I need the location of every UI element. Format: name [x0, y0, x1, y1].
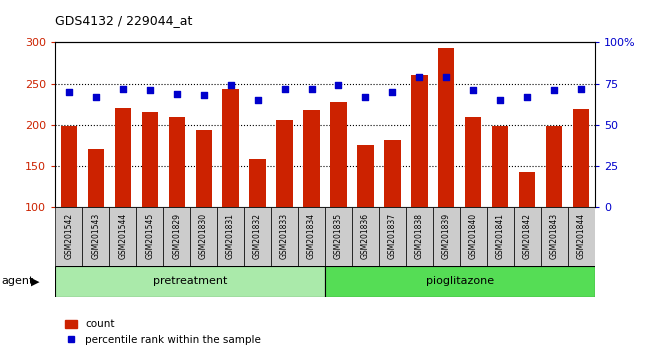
Text: GSM201841: GSM201841	[496, 213, 505, 259]
Bar	[88, 149, 104, 207]
Bar	[304, 110, 320, 207]
Text: GSM201829: GSM201829	[172, 213, 181, 259]
Point	[333, 82, 344, 88]
Legend: count, percentile rank within the sample: count, percentile rank within the sample	[60, 315, 265, 349]
Bar	[406, 207, 433, 266]
Bar	[196, 130, 212, 207]
Bar	[541, 207, 568, 266]
Bar	[384, 139, 400, 207]
Text: GDS4132 / 229044_at: GDS4132 / 229044_at	[55, 14, 192, 27]
Bar	[487, 207, 514, 266]
Bar	[546, 126, 562, 207]
Point	[495, 97, 506, 103]
Bar	[60, 126, 77, 207]
Bar	[411, 75, 428, 207]
Bar	[82, 207, 109, 266]
Bar	[438, 48, 454, 207]
Text: GSM201837: GSM201837	[388, 213, 397, 259]
Bar	[573, 109, 590, 207]
Point	[441, 74, 452, 80]
Bar	[352, 207, 379, 266]
Point	[198, 92, 209, 98]
Bar	[109, 207, 136, 266]
Text: ▶: ▶	[31, 276, 40, 286]
Point	[360, 94, 370, 99]
Point	[144, 87, 155, 93]
Bar	[276, 120, 292, 207]
Text: agent: agent	[1, 276, 34, 286]
Bar	[519, 172, 536, 207]
Point	[118, 86, 128, 91]
Bar	[190, 207, 217, 266]
Text: GSM201844: GSM201844	[577, 213, 586, 259]
Point	[387, 89, 398, 95]
Point	[252, 97, 263, 103]
Text: pioglitazone: pioglitazone	[426, 276, 494, 286]
Bar	[271, 207, 298, 266]
Bar	[465, 116, 482, 207]
Text: GSM201843: GSM201843	[550, 213, 559, 259]
Point	[90, 94, 101, 99]
Text: GSM201830: GSM201830	[199, 213, 208, 259]
Point	[468, 87, 478, 93]
Text: GSM201839: GSM201839	[442, 213, 451, 259]
Point	[64, 89, 74, 95]
Text: GSM201842: GSM201842	[523, 213, 532, 259]
Text: GSM201833: GSM201833	[280, 213, 289, 259]
Bar	[142, 113, 158, 207]
Bar	[250, 159, 266, 207]
Bar	[244, 207, 271, 266]
Text: GSM201834: GSM201834	[307, 213, 316, 259]
Text: GSM201832: GSM201832	[253, 213, 262, 259]
Bar	[217, 207, 244, 266]
Bar	[460, 207, 487, 266]
Text: GSM201542: GSM201542	[64, 213, 73, 259]
Text: GSM201545: GSM201545	[145, 213, 154, 259]
Bar	[55, 207, 83, 266]
Bar	[298, 207, 325, 266]
Bar	[55, 266, 325, 297]
Point	[522, 94, 532, 99]
Point	[414, 74, 424, 80]
Bar	[358, 145, 374, 207]
Text: pretreatment: pretreatment	[153, 276, 228, 286]
Bar	[136, 207, 163, 266]
Bar	[325, 207, 352, 266]
Bar	[325, 266, 595, 297]
Bar	[492, 126, 508, 207]
Text: GSM201543: GSM201543	[91, 213, 100, 259]
Text: GSM201836: GSM201836	[361, 213, 370, 259]
Bar	[379, 207, 406, 266]
Point	[226, 82, 236, 88]
Point	[576, 86, 586, 91]
Text: GSM201835: GSM201835	[334, 213, 343, 259]
Text: GSM201838: GSM201838	[415, 213, 424, 259]
Bar	[222, 88, 239, 207]
Point	[280, 86, 290, 91]
Text: GSM201831: GSM201831	[226, 213, 235, 259]
Point	[549, 87, 560, 93]
Point	[172, 91, 182, 96]
Bar	[114, 108, 131, 207]
Bar	[168, 116, 185, 207]
Bar	[568, 207, 595, 266]
Text: GSM201840: GSM201840	[469, 213, 478, 259]
Bar	[163, 207, 190, 266]
Bar	[514, 207, 541, 266]
Point	[306, 86, 317, 91]
Text: GSM201544: GSM201544	[118, 213, 127, 259]
Bar	[330, 102, 346, 207]
Bar	[433, 207, 460, 266]
